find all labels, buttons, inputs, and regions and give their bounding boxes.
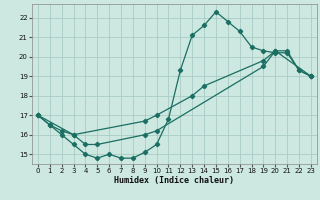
X-axis label: Humidex (Indice chaleur): Humidex (Indice chaleur) (115, 176, 234, 185)
